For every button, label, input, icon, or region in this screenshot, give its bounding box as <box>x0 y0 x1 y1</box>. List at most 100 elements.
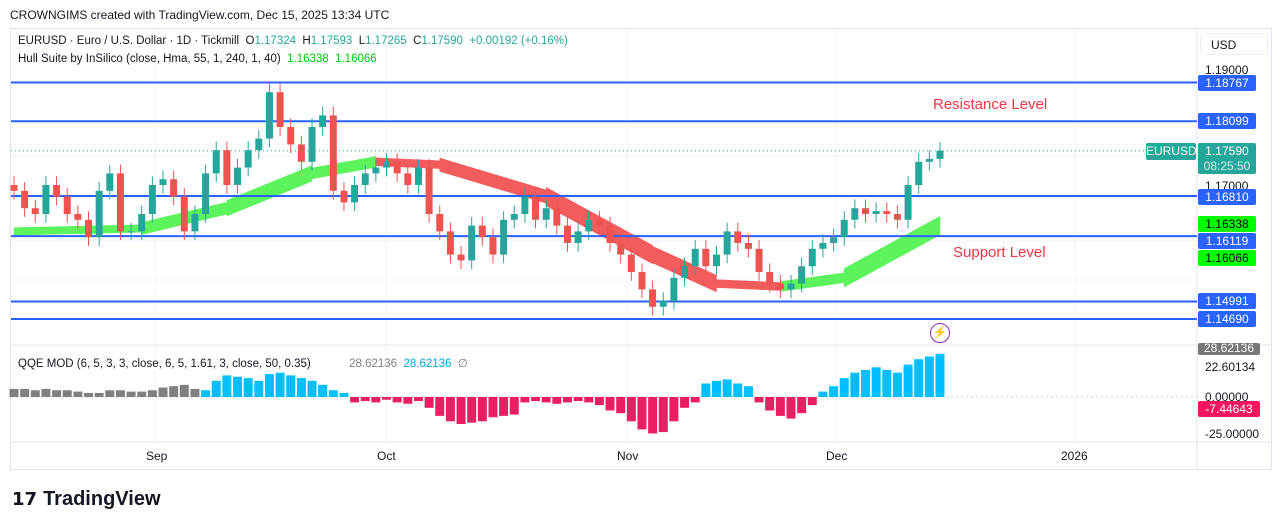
qqe-histogram-bar <box>552 397 562 404</box>
candle-body <box>766 272 774 284</box>
hull-band-segment <box>418 159 430 169</box>
qqe-histogram-bar <box>179 384 189 397</box>
hull-band-segment <box>215 201 228 218</box>
close-value: 1.17590 <box>421 35 463 47</box>
hull-band-segment <box>929 215 941 242</box>
qqe-histogram-bar <box>488 397 498 418</box>
candle-body <box>638 272 646 290</box>
hull-legend[interactable]: Hull Suite by InSilico (close, Hma, 55, … <box>18 53 377 65</box>
candle-body <box>276 92 284 127</box>
qqe-histogram-bar <box>62 390 72 397</box>
candle-body <box>10 185 18 191</box>
hull-band-segment <box>311 165 323 180</box>
symbol-legend: EURUSD · Euro / U.S. Dollar · 1D · Tickm… <box>18 35 568 47</box>
qqe-histogram-bar <box>445 397 455 422</box>
qqe-histogram-bar <box>903 364 913 397</box>
candle-body <box>212 150 220 174</box>
candle-body <box>202 173 210 214</box>
last-price: 1.17590 <box>1205 144 1249 158</box>
hull-band-segment <box>66 225 79 235</box>
qqe-histogram-bar <box>467 397 477 423</box>
hull-band-segment <box>290 169 302 191</box>
hull-band-segment <box>567 198 579 224</box>
qqe-histogram-bar <box>541 397 551 403</box>
candle-body <box>872 211 880 214</box>
o-label: O <box>245 35 255 47</box>
hull-band-segment <box>343 159 355 174</box>
hull-band-segment <box>652 245 664 269</box>
qqe-histogram-bar <box>382 397 392 400</box>
level-tag: 1.16810 <box>1198 189 1256 205</box>
candle-body <box>436 214 444 232</box>
qqe-histogram-bar <box>935 353 945 397</box>
candle-body <box>915 161 923 185</box>
credit-line: CROWNGIMS created with TradingView.com, … <box>10 8 390 22</box>
qqe-histogram-bar <box>605 397 615 411</box>
qqe-histogram-bar <box>892 372 902 397</box>
chart-frame[interactable] <box>10 28 1272 470</box>
qqe-histogram-bar <box>690 397 700 403</box>
candle-body <box>383 161 391 168</box>
qqe-histogram-bar <box>520 397 530 403</box>
candle-body <box>329 115 337 191</box>
qqe-histogram-bar <box>318 384 328 397</box>
candle-body <box>563 225 571 243</box>
candle-body <box>532 196 540 220</box>
candle-body <box>393 161 401 174</box>
qqe-histogram-bar <box>137 391 147 397</box>
qqe-histogram-bar <box>722 379 732 397</box>
candle-body <box>585 219 593 232</box>
candle-body <box>457 254 465 261</box>
qqe-histogram-bar <box>243 378 253 397</box>
qqe-histogram-bar <box>254 380 264 397</box>
candle-body <box>340 190 348 203</box>
time-label: Nov <box>617 449 639 463</box>
candle-body <box>883 211 891 214</box>
qqe-histogram-bar <box>105 390 115 397</box>
candle-body <box>659 301 667 307</box>
qqe-neg-tag: -7.44643 <box>1198 401 1260 417</box>
candle-body <box>925 158 933 162</box>
qqe-histogram-bar <box>860 370 870 397</box>
qqe-legend[interactable]: QQE MOD (6, 5, 3, 3, close, 6, 5, 1.61, … <box>18 356 468 370</box>
qqe-histogram-bar <box>20 388 30 397</box>
qqe-histogram-bar <box>52 390 62 397</box>
currency-selector[interactable]: USD <box>1200 33 1268 55</box>
level-tag: 1.18767 <box>1198 75 1256 91</box>
hull-band-segment <box>875 244 888 271</box>
hull-tag-2: 1.16066 <box>1198 250 1256 266</box>
candle-body <box>319 115 327 127</box>
candle-body <box>840 219 848 238</box>
qqe-histogram-bar <box>84 392 94 397</box>
qqe-histogram-bar <box>658 397 668 433</box>
hull-band-segment <box>663 250 675 273</box>
qqe-histogram-bar <box>818 391 828 397</box>
time-label: 2026 <box>1061 449 1088 463</box>
countdown: 08:25:50 <box>1203 159 1251 173</box>
qqe-histogram-bar <box>733 383 743 397</box>
hull-band-segment <box>35 226 47 235</box>
time-label: Oct <box>377 449 396 463</box>
candle-body <box>861 208 869 214</box>
hull-band-segment <box>918 221 930 247</box>
level-tag: 1.14690 <box>1198 311 1256 327</box>
candle-body <box>553 208 561 226</box>
hull-band-segment <box>407 159 419 168</box>
price-tick: 1.19000 <box>1205 63 1249 77</box>
qqe-histogram-bar <box>73 391 83 397</box>
candle-body <box>681 266 689 278</box>
candle-body <box>787 283 795 290</box>
hull-band-segment <box>428 159 440 169</box>
hull-band-segment <box>162 214 174 230</box>
qqe-histogram-bar <box>807 397 817 406</box>
qqe-histogram-bar <box>499 397 509 416</box>
candle-body <box>106 173 114 191</box>
qqe-histogram-bar <box>328 390 338 397</box>
lightning-icon[interactable]: ⚡ <box>930 323 950 343</box>
hull-band-segment <box>301 165 313 186</box>
qqe-histogram-bar <box>765 397 775 411</box>
support-label: Support Level <box>953 244 1046 261</box>
candle-body <box>627 254 635 272</box>
tradingview-logo[interactable]: 𝟭𝟳 TradingView <box>12 488 161 511</box>
